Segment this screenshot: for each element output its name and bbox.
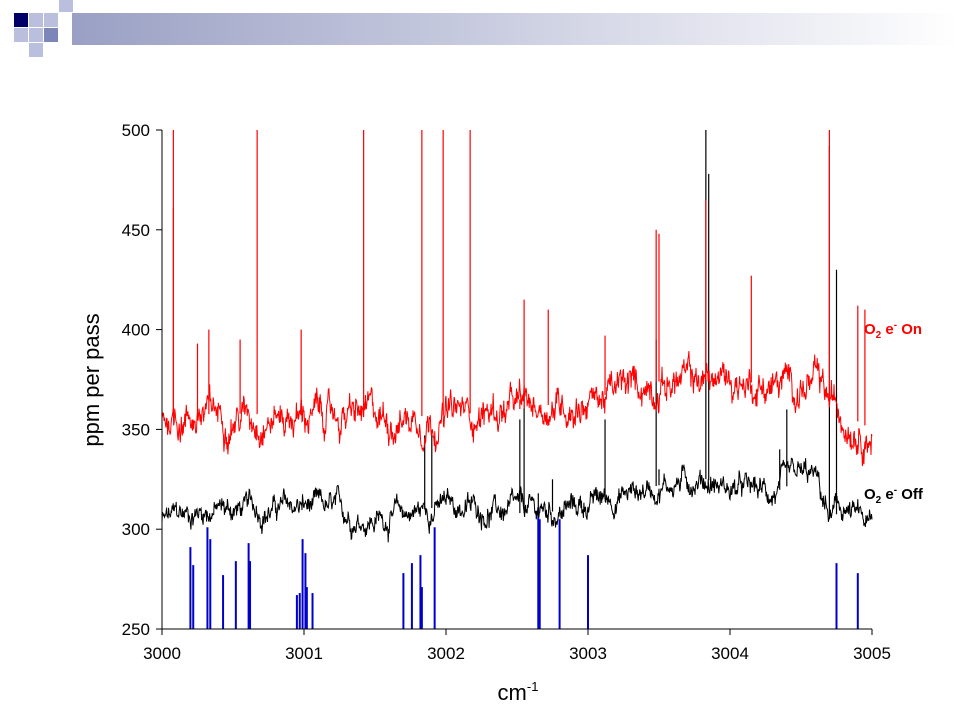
y-tick-label: 450 xyxy=(122,221,150,240)
x-tick-label: 3000 xyxy=(143,644,181,663)
deco-square xyxy=(29,13,43,27)
series-label-on-mid: e xyxy=(881,321,894,338)
y-tick-label: 400 xyxy=(122,321,150,340)
series-on-line xyxy=(161,351,873,467)
series-label-off-main: O xyxy=(864,486,876,503)
series-off-line xyxy=(161,457,873,543)
axes xyxy=(161,130,872,630)
y-axis-title: ppm per pass xyxy=(79,313,104,446)
series-label-on-main: O xyxy=(864,321,876,338)
plot-area xyxy=(161,130,873,629)
series-label-off-sub: 2 xyxy=(876,495,882,506)
series-label-off-sup: - xyxy=(894,485,897,496)
series-label-off-mid: e xyxy=(881,486,894,503)
deco-square xyxy=(29,43,43,57)
y-tick-label: 500 xyxy=(122,121,150,140)
deco-square xyxy=(59,0,73,12)
series-label-on-tail: On xyxy=(897,321,922,338)
slide-decoration xyxy=(14,0,960,57)
x-axis-title: cm-1 xyxy=(498,679,539,705)
x-tick-label: 3002 xyxy=(427,644,465,663)
deco-square xyxy=(14,28,28,42)
x-ticks: 3000 3001 3002 3003 3004 3005 xyxy=(143,629,891,663)
series-label-on-sup: - xyxy=(894,320,897,331)
series-label-off: O2 e- Off xyxy=(864,485,924,506)
x-tick-label: 3005 xyxy=(853,644,891,663)
x-axis-title-exponent: -1 xyxy=(527,679,539,694)
series-label-on-sub: 2 xyxy=(876,330,882,341)
deco-square xyxy=(44,13,58,27)
y-tick-label: 250 xyxy=(122,620,150,639)
y-ticks: 250 300 350 400 450 500 xyxy=(122,121,162,639)
deco-square xyxy=(29,28,43,42)
y-tick-label: 300 xyxy=(122,520,150,539)
series-label-on: O2 e- On xyxy=(864,320,922,341)
y-tick-label: 350 xyxy=(122,420,150,439)
deco-square xyxy=(14,13,28,27)
x-tick-label: 3001 xyxy=(285,644,323,663)
title-band xyxy=(72,13,960,45)
series-label-off-tail: Off xyxy=(897,486,924,503)
x-axis-title-unit: cm xyxy=(498,680,527,705)
x-tick-label: 3004 xyxy=(711,644,749,663)
deco-square xyxy=(44,28,58,42)
x-tick-label: 3003 xyxy=(569,644,607,663)
